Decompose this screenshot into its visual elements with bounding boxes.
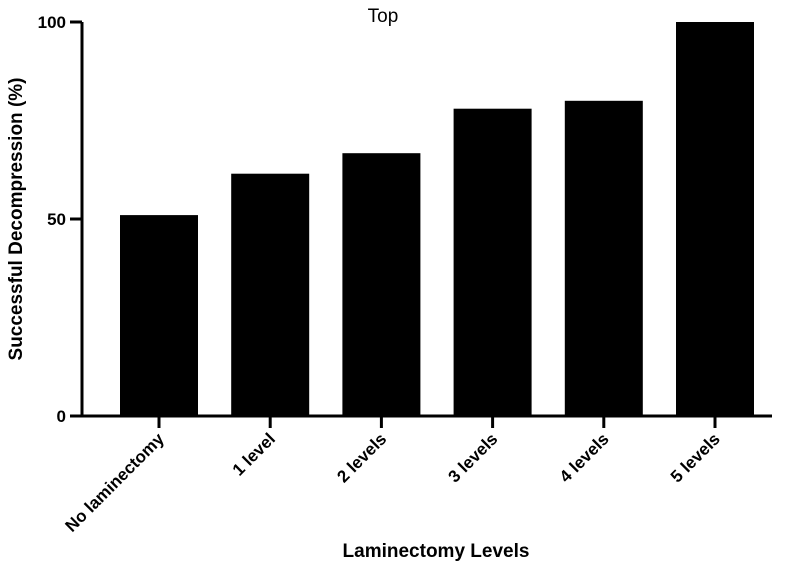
x-axis-title: Laminectomy Levels bbox=[343, 541, 530, 562]
x-ticks-layer: No laminectomy 1 level 2 levels 3 levels 4 l… bbox=[62, 416, 724, 536]
x-tick-label-0: No laminectomy bbox=[62, 429, 169, 536]
bars-layer bbox=[120, 22, 754, 417]
bar-2 bbox=[342, 153, 421, 416]
bar-3 bbox=[453, 108, 532, 416]
y-tick-label-1: 50 bbox=[47, 210, 66, 229]
bar-4 bbox=[564, 100, 643, 417]
x-tick-label-3: 3 levels bbox=[445, 429, 502, 486]
x-tick-label-2: 2 levels bbox=[333, 429, 390, 486]
x-tick-label-1: 1 level bbox=[229, 429, 279, 479]
y-tick-label-0: 0 bbox=[57, 407, 66, 426]
bar-0 bbox=[120, 215, 198, 416]
y-axis-title: Successful Decompression (%) bbox=[6, 78, 27, 361]
y-ticks-layer: 0 50 100 bbox=[38, 13, 82, 426]
x-tick-label-5: 5 levels bbox=[667, 429, 724, 486]
x-tick-label-4: 4 levels bbox=[556, 429, 613, 486]
chart-title: Top bbox=[368, 6, 399, 27]
bar-5 bbox=[676, 22, 754, 416]
bar-1 bbox=[231, 173, 310, 416]
y-tick-label-2: 100 bbox=[38, 13, 66, 32]
